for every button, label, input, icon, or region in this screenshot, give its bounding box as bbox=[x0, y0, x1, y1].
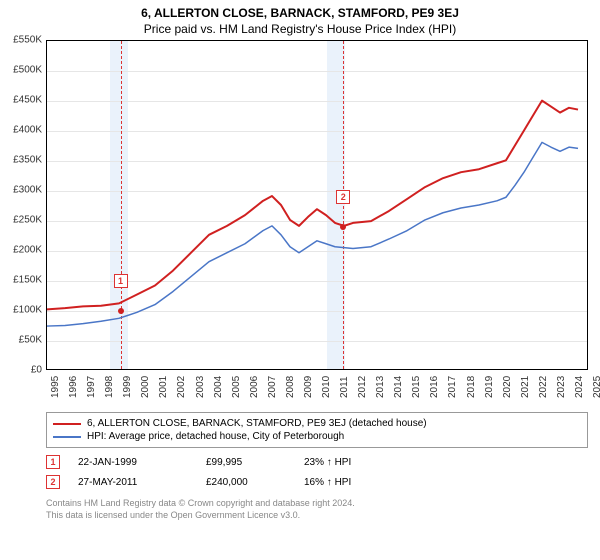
y-tick-label: £150K bbox=[13, 275, 46, 286]
x-tick-label: 2009 bbox=[303, 376, 314, 398]
y-tick-label: £450K bbox=[13, 95, 46, 106]
sale-price: £99,995 bbox=[206, 457, 286, 468]
sale-marker-box: 2 bbox=[336, 190, 350, 204]
x-tick-label: 2020 bbox=[502, 376, 513, 398]
legend-label: 6, ALLERTON CLOSE, BARNACK, STAMFORD, PE… bbox=[87, 418, 427, 429]
x-tick-label: 2001 bbox=[158, 376, 169, 398]
x-tick-label: 2014 bbox=[393, 376, 404, 398]
sale-date: 22-JAN-1999 bbox=[78, 457, 188, 468]
y-tick-label: £50K bbox=[19, 335, 46, 346]
x-tick-label: 2015 bbox=[411, 376, 422, 398]
y-tick-label: £200K bbox=[13, 245, 46, 256]
y-tick-label: £100K bbox=[13, 305, 46, 316]
y-tick-label: £300K bbox=[13, 185, 46, 196]
legend-swatch bbox=[53, 436, 81, 438]
footer-line-1: Contains HM Land Registry data © Crown c… bbox=[46, 498, 588, 510]
legend-box: 6, ALLERTON CLOSE, BARNACK, STAMFORD, PE… bbox=[46, 412, 588, 448]
sale-marker-box: 1 bbox=[114, 274, 128, 288]
footer-attribution: Contains HM Land Registry data © Crown c… bbox=[46, 498, 588, 521]
legend-swatch bbox=[53, 423, 81, 425]
y-tick-label: £350K bbox=[13, 155, 46, 166]
x-tick-label: 2005 bbox=[231, 376, 242, 398]
x-tick-label: 2025 bbox=[592, 376, 600, 398]
x-tick-label: 2023 bbox=[556, 376, 567, 398]
sale-delta: 23% ↑ HPI bbox=[304, 457, 351, 468]
y-tick-label: £550K bbox=[13, 35, 46, 46]
x-tick-label: 1995 bbox=[50, 376, 61, 398]
chart-title: 6, ALLERTON CLOSE, BARNACK, STAMFORD, PE… bbox=[0, 0, 600, 20]
sale-dot bbox=[340, 224, 346, 230]
x-tick-label: 1999 bbox=[122, 376, 133, 398]
x-tick-label: 2002 bbox=[176, 376, 187, 398]
y-tick-label: £0 bbox=[31, 365, 46, 376]
y-tick-label: £500K bbox=[13, 65, 46, 76]
legend-row: HPI: Average price, detached house, City… bbox=[53, 430, 581, 443]
sales-table: 1 22-JAN-1999 £99,995 23% ↑ HPI 2 27-MAY-2011… bbox=[46, 452, 588, 492]
sale-number-box: 1 bbox=[46, 455, 60, 469]
x-tick-label: 2011 bbox=[339, 376, 350, 398]
sale-delta: 16% ↑ HPI bbox=[304, 477, 351, 488]
x-tick-label: 1996 bbox=[68, 376, 79, 398]
x-tick-label: 2007 bbox=[267, 376, 278, 398]
x-tick-label: 2024 bbox=[574, 376, 585, 398]
sale-row: 2 27-MAY-2011 £240,000 16% ↑ HPI bbox=[46, 472, 588, 492]
y-tick-label: £400K bbox=[13, 125, 46, 136]
x-tick-label: 1998 bbox=[104, 376, 115, 398]
sale-price: £240,000 bbox=[206, 477, 286, 488]
y-tick-label: £250K bbox=[13, 215, 46, 226]
sale-dot bbox=[118, 308, 124, 314]
sale-row: 1 22-JAN-1999 £99,995 23% ↑ HPI bbox=[46, 452, 588, 472]
x-tick-label: 2017 bbox=[447, 376, 458, 398]
x-tick-label: 2012 bbox=[357, 376, 368, 398]
x-tick-label: 2006 bbox=[249, 376, 260, 398]
x-tick-label: 2016 bbox=[429, 376, 440, 398]
x-tick-label: 2013 bbox=[375, 376, 386, 398]
x-tick-label: 2008 bbox=[285, 376, 296, 398]
x-tick-label: 2018 bbox=[466, 376, 477, 398]
legend-row: 6, ALLERTON CLOSE, BARNACK, STAMFORD, PE… bbox=[53, 417, 581, 430]
chart-subtitle: Price paid vs. HM Land Registry's House … bbox=[0, 20, 600, 40]
footer-line-2: This data is licensed under the Open Gov… bbox=[46, 510, 588, 522]
sale-date: 27-MAY-2011 bbox=[78, 477, 188, 488]
x-tick-label: 2010 bbox=[321, 376, 332, 398]
x-tick-label: 1997 bbox=[86, 376, 97, 398]
x-tick-label: 2000 bbox=[140, 376, 151, 398]
legend-label: HPI: Average price, detached house, City… bbox=[87, 431, 344, 442]
x-axis-labels: 1995 1996 1997 1998 1999 2000 2001 2002 2003 2004… bbox=[46, 370, 588, 406]
x-tick-label: 2022 bbox=[538, 376, 549, 398]
chart-plot-area: 12 £0£50K£100K£150K£200K£250K£300K£350K£… bbox=[46, 40, 588, 370]
x-tick-label: 2003 bbox=[195, 376, 206, 398]
x-tick-label: 2019 bbox=[484, 376, 495, 398]
x-tick-label: 2021 bbox=[520, 376, 531, 398]
series-lines bbox=[47, 41, 587, 369]
sale-number-box: 2 bbox=[46, 475, 60, 489]
x-tick-label: 2004 bbox=[213, 376, 224, 398]
